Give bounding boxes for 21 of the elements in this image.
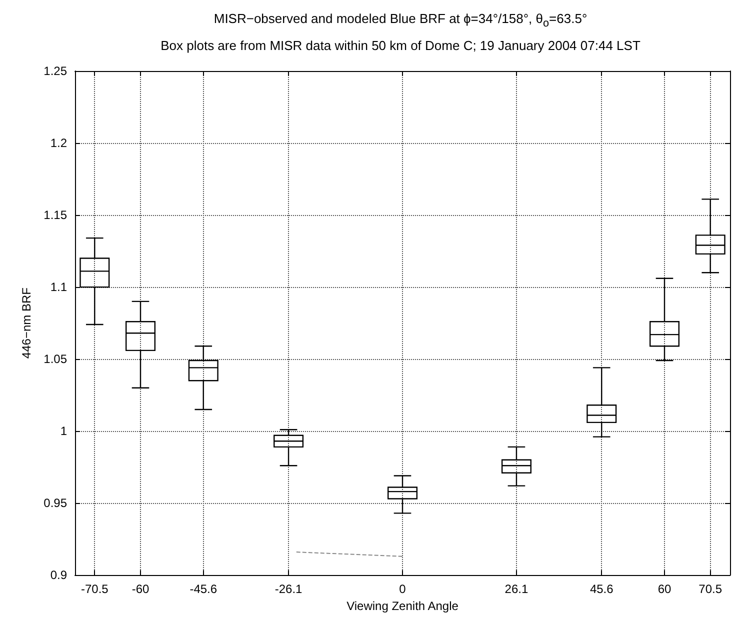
x-tick-label: 45.6 xyxy=(590,582,614,596)
x-tick-label: 0 xyxy=(399,582,406,596)
y-tick-label: 0.95 xyxy=(44,496,68,510)
y-tick-label: 1.1 xyxy=(50,280,68,294)
x-tick-label: -60 xyxy=(132,582,150,596)
x-tick-label: 70.5 xyxy=(698,582,722,596)
chart-subtitle: Box plots are from MISR data within 50 km of Dome C; 19 January 2004 07:44 LST xyxy=(160,36,642,55)
y-axis-title: 446−nm BRF xyxy=(20,287,34,358)
y-tick-label: 1 xyxy=(60,424,68,438)
chart-title: MISR−observed and modeled Blue BRF at ϕ=34°/158°, θ$_{o}$=63.5° xyxy=(212,10,588,32)
y-tick-label: 0.9 xyxy=(50,568,68,582)
x-tick-label: -26.1 xyxy=(274,582,303,596)
x-tick-label: -70.5 xyxy=(80,582,109,596)
x-tick-label: 26.1 xyxy=(504,582,528,596)
x-tick-label: -45.6 xyxy=(190,582,218,596)
y-tick-label: 1.05 xyxy=(44,352,68,366)
y-tick-label: 1.25 xyxy=(44,64,68,78)
x-axis-title: Viewing Zenith Angle xyxy=(346,598,459,613)
x-tick-label: 60 xyxy=(658,582,672,596)
y-tick-label: 1.15 xyxy=(44,208,68,222)
y-tick-label: 1.2 xyxy=(50,136,68,150)
